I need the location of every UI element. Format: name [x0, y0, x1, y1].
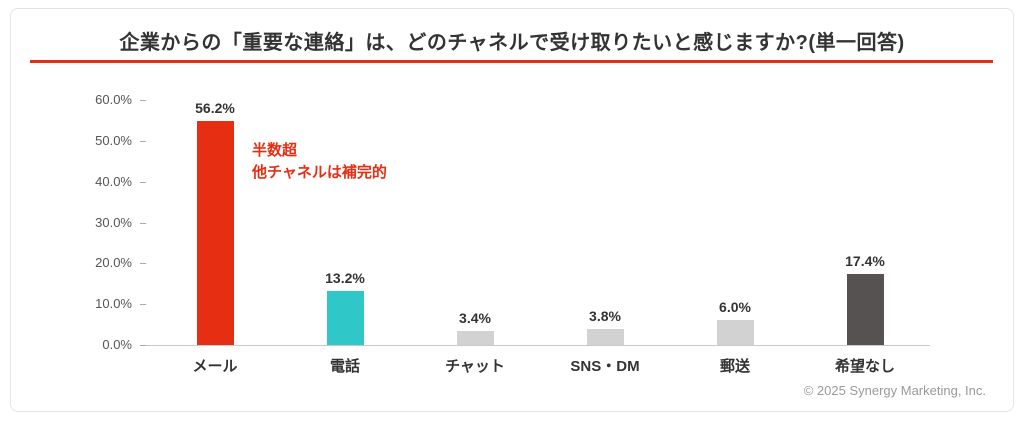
y-tick-label: 50.0%	[95, 132, 132, 148]
bar-5	[846, 274, 884, 345]
bar-value-label: 56.2%	[195, 100, 235, 116]
annotation-line-1: 半数超	[252, 142, 298, 159]
bar-3	[586, 329, 624, 345]
category-label: 郵送	[719, 358, 750, 375]
y-tick-mark	[140, 263, 146, 265]
y-tick-label: 0.0%	[102, 337, 132, 352]
category-label: 希望なし	[834, 358, 895, 375]
chart-annotation: 半数超 他チャネルは補完的	[252, 140, 387, 184]
bar-value-label: 17.4%	[845, 253, 885, 269]
bar-value-label: 3.8%	[589, 308, 621, 324]
bar-group-3: 3.8% SNS・DM	[540, 100, 670, 375]
category-label: メール	[192, 358, 238, 375]
bar-value-label: 13.2%	[325, 270, 365, 286]
bar-group-1: 13.2% 電話	[280, 100, 410, 375]
copyright-text: © 2025 Synergy Marketing, Inc.	[803, 383, 986, 398]
category-label: 電話	[329, 358, 360, 375]
title-underline	[30, 60, 993, 63]
bar-1	[326, 291, 364, 345]
bar-group-4: 6.0% 郵送	[670, 100, 800, 375]
y-tick-mark	[140, 345, 146, 346]
page-title: 企業からの「重要な連絡」は、どのチャネルで受け取りたいと感じますか?(単一回答)	[119, 32, 905, 54]
bar-group-0: 56.2% メール	[150, 100, 280, 375]
y-tick-label: 10.0%	[95, 296, 132, 312]
bar-0	[196, 121, 234, 345]
y-axis: 60.0% 50.0% 40.0% 30.0% 20.0% 10.0% 0.0%	[60, 92, 148, 352]
bar-2	[456, 331, 494, 345]
y-tick-mark	[140, 222, 146, 224]
x-axis-baseline	[146, 345, 930, 346]
y-tick-label: 40.0%	[95, 173, 132, 189]
annotation-line-2: 他チャネルは補完的	[252, 164, 387, 181]
y-tick-mark	[140, 100, 146, 101]
bar-4	[716, 320, 754, 345]
bar-group-2: 3.4% チャット	[410, 100, 540, 375]
y-tick-label: 60.0%	[95, 92, 132, 107]
bar-value-label: 6.0%	[719, 299, 751, 315]
category-label: SNS・DM	[570, 358, 640, 375]
y-tick-label: 30.0%	[95, 214, 132, 230]
category-label: チャット	[445, 358, 505, 375]
y-tick-mark	[140, 181, 146, 183]
bar-value-label: 3.4%	[459, 310, 491, 326]
bar-group-5: 17.4% 希望なし	[800, 100, 930, 375]
y-tick-mark	[140, 304, 146, 306]
y-tick-mark	[140, 140, 146, 142]
y-tick-label: 20.0%	[95, 255, 132, 271]
plot-area: 56.2% メール 13.2% 電話 3.4% チャット 3.8% SNS・DM 6.0% 郵送 1…	[150, 100, 930, 375]
